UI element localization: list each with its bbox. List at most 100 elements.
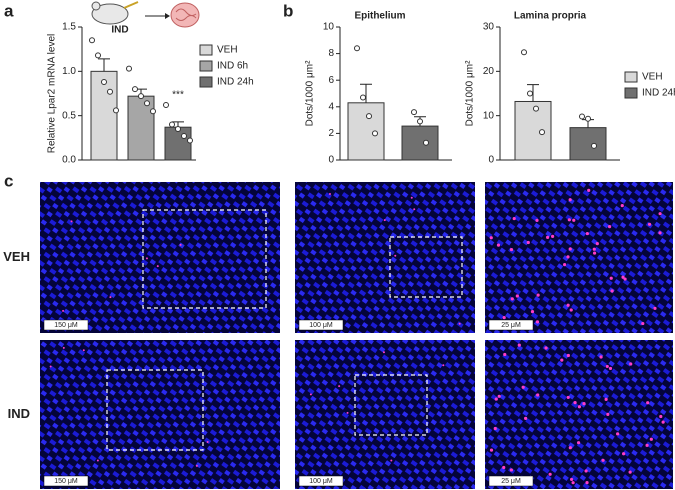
- y-axis-label: Dots/1000 μm²: [305, 60, 316, 126]
- signal-dot: [536, 293, 540, 297]
- signal-dot: [569, 308, 573, 312]
- y-tick-label: 10: [323, 22, 335, 33]
- signal-dot: [569, 477, 574, 482]
- signal-dot: [394, 254, 397, 257]
- y-tick-label: 20: [483, 66, 495, 77]
- signal-dot: [568, 446, 572, 450]
- signal-dot: [601, 458, 605, 462]
- signal-dot: [62, 309, 65, 312]
- signal-dot: [179, 243, 182, 246]
- bar: [514, 100, 552, 161]
- signal-dot: [628, 470, 632, 474]
- signal-dot: [616, 432, 620, 436]
- scale-bar-box: [488, 319, 534, 331]
- scale-bar-label: 150 μM: [54, 322, 78, 329]
- signal-dot: [568, 198, 572, 202]
- signal-dot: [544, 346, 548, 350]
- y-tick-label: 6: [328, 75, 334, 86]
- signal-dot: [587, 188, 591, 192]
- scale-bar-box: [298, 319, 344, 331]
- signal-dot: [390, 459, 393, 462]
- data-point: [579, 113, 585, 120]
- scale-bar-box: [43, 475, 89, 487]
- signal-dot: [535, 320, 540, 324]
- signal-dot: [49, 365, 52, 368]
- signal-dot: [584, 469, 588, 473]
- data-point: [163, 102, 169, 109]
- signal-dot: [645, 443, 649, 447]
- data-point: [417, 118, 423, 125]
- micrograph: [40, 182, 280, 333]
- signal-dot: [576, 441, 581, 445]
- signal-dot: [489, 236, 493, 240]
- error-bar: [360, 83, 372, 103]
- signal-dot: [659, 414, 663, 419]
- chart-title: Lamina propria: [514, 11, 587, 22]
- signal-dot: [535, 218, 539, 222]
- micrograph: [295, 182, 475, 333]
- y-tick-label: 0.5: [62, 110, 76, 121]
- signal-dot: [512, 216, 516, 221]
- signal-dot: [571, 481, 575, 485]
- signal-dot: [413, 208, 416, 211]
- bar: [569, 127, 607, 161]
- data-point: [539, 129, 545, 136]
- signal-dot: [496, 243, 501, 247]
- signal-dot: [605, 364, 609, 369]
- panel-label: a: [4, 1, 14, 20]
- signal-dot: [517, 343, 521, 347]
- signal-dot: [566, 353, 570, 358]
- signal-dot: [502, 465, 506, 470]
- signal-dot: [410, 196, 413, 199]
- y-tick-label: 30: [483, 22, 495, 33]
- signal-dot: [548, 472, 552, 476]
- row-label: VEH: [3, 249, 30, 264]
- legend-swatch: [199, 76, 213, 88]
- scale-bar-label: 100 μM: [309, 478, 333, 485]
- data-point: [113, 107, 119, 114]
- signal-dot: [530, 310, 535, 314]
- signal-dot: [629, 362, 633, 366]
- signal-dot: [195, 464, 198, 467]
- y-tick-label: 10: [483, 110, 495, 121]
- schematic: IND: [91, 1, 200, 36]
- data-point: [144, 100, 150, 107]
- error-bar: [527, 84, 539, 102]
- data-point: [533, 105, 539, 112]
- data-point: [411, 109, 417, 116]
- y-tick-label: 4: [328, 101, 334, 112]
- signal-dot: [503, 352, 507, 357]
- y-tick-label: 0: [488, 155, 494, 166]
- y-tick-label: 1.0: [62, 66, 76, 77]
- signal-dot: [70, 220, 73, 223]
- signal-dot: [346, 411, 349, 414]
- significance: ***: [172, 90, 184, 101]
- signal-dot: [96, 459, 99, 462]
- schematic-label: IND: [111, 25, 128, 36]
- data-point: [95, 52, 101, 59]
- scale-bar-label: 150 μM: [54, 478, 78, 485]
- signal-dot: [606, 412, 610, 416]
- signal-dot: [577, 405, 581, 409]
- data-point: [591, 142, 597, 149]
- signal-dot: [145, 257, 148, 260]
- signal-dot: [509, 248, 514, 252]
- signal-dot: [604, 397, 608, 402]
- signal-dot: [494, 397, 498, 401]
- data-point: [187, 137, 193, 144]
- scale-bar-box: [298, 475, 344, 487]
- signal-dot: [658, 231, 662, 235]
- signal-dot: [497, 394, 501, 398]
- signal-dot: [609, 276, 613, 280]
- data-point: [89, 37, 95, 44]
- zoom-box: [106, 369, 204, 451]
- data-point: [150, 108, 156, 115]
- signal-dot: [493, 426, 497, 431]
- signal-dot: [572, 218, 576, 222]
- data-point: [527, 90, 533, 97]
- scale-bar-box: [43, 319, 89, 331]
- signal-dot: [592, 251, 597, 255]
- signal-dot: [156, 265, 159, 268]
- signal-dot: [442, 364, 445, 367]
